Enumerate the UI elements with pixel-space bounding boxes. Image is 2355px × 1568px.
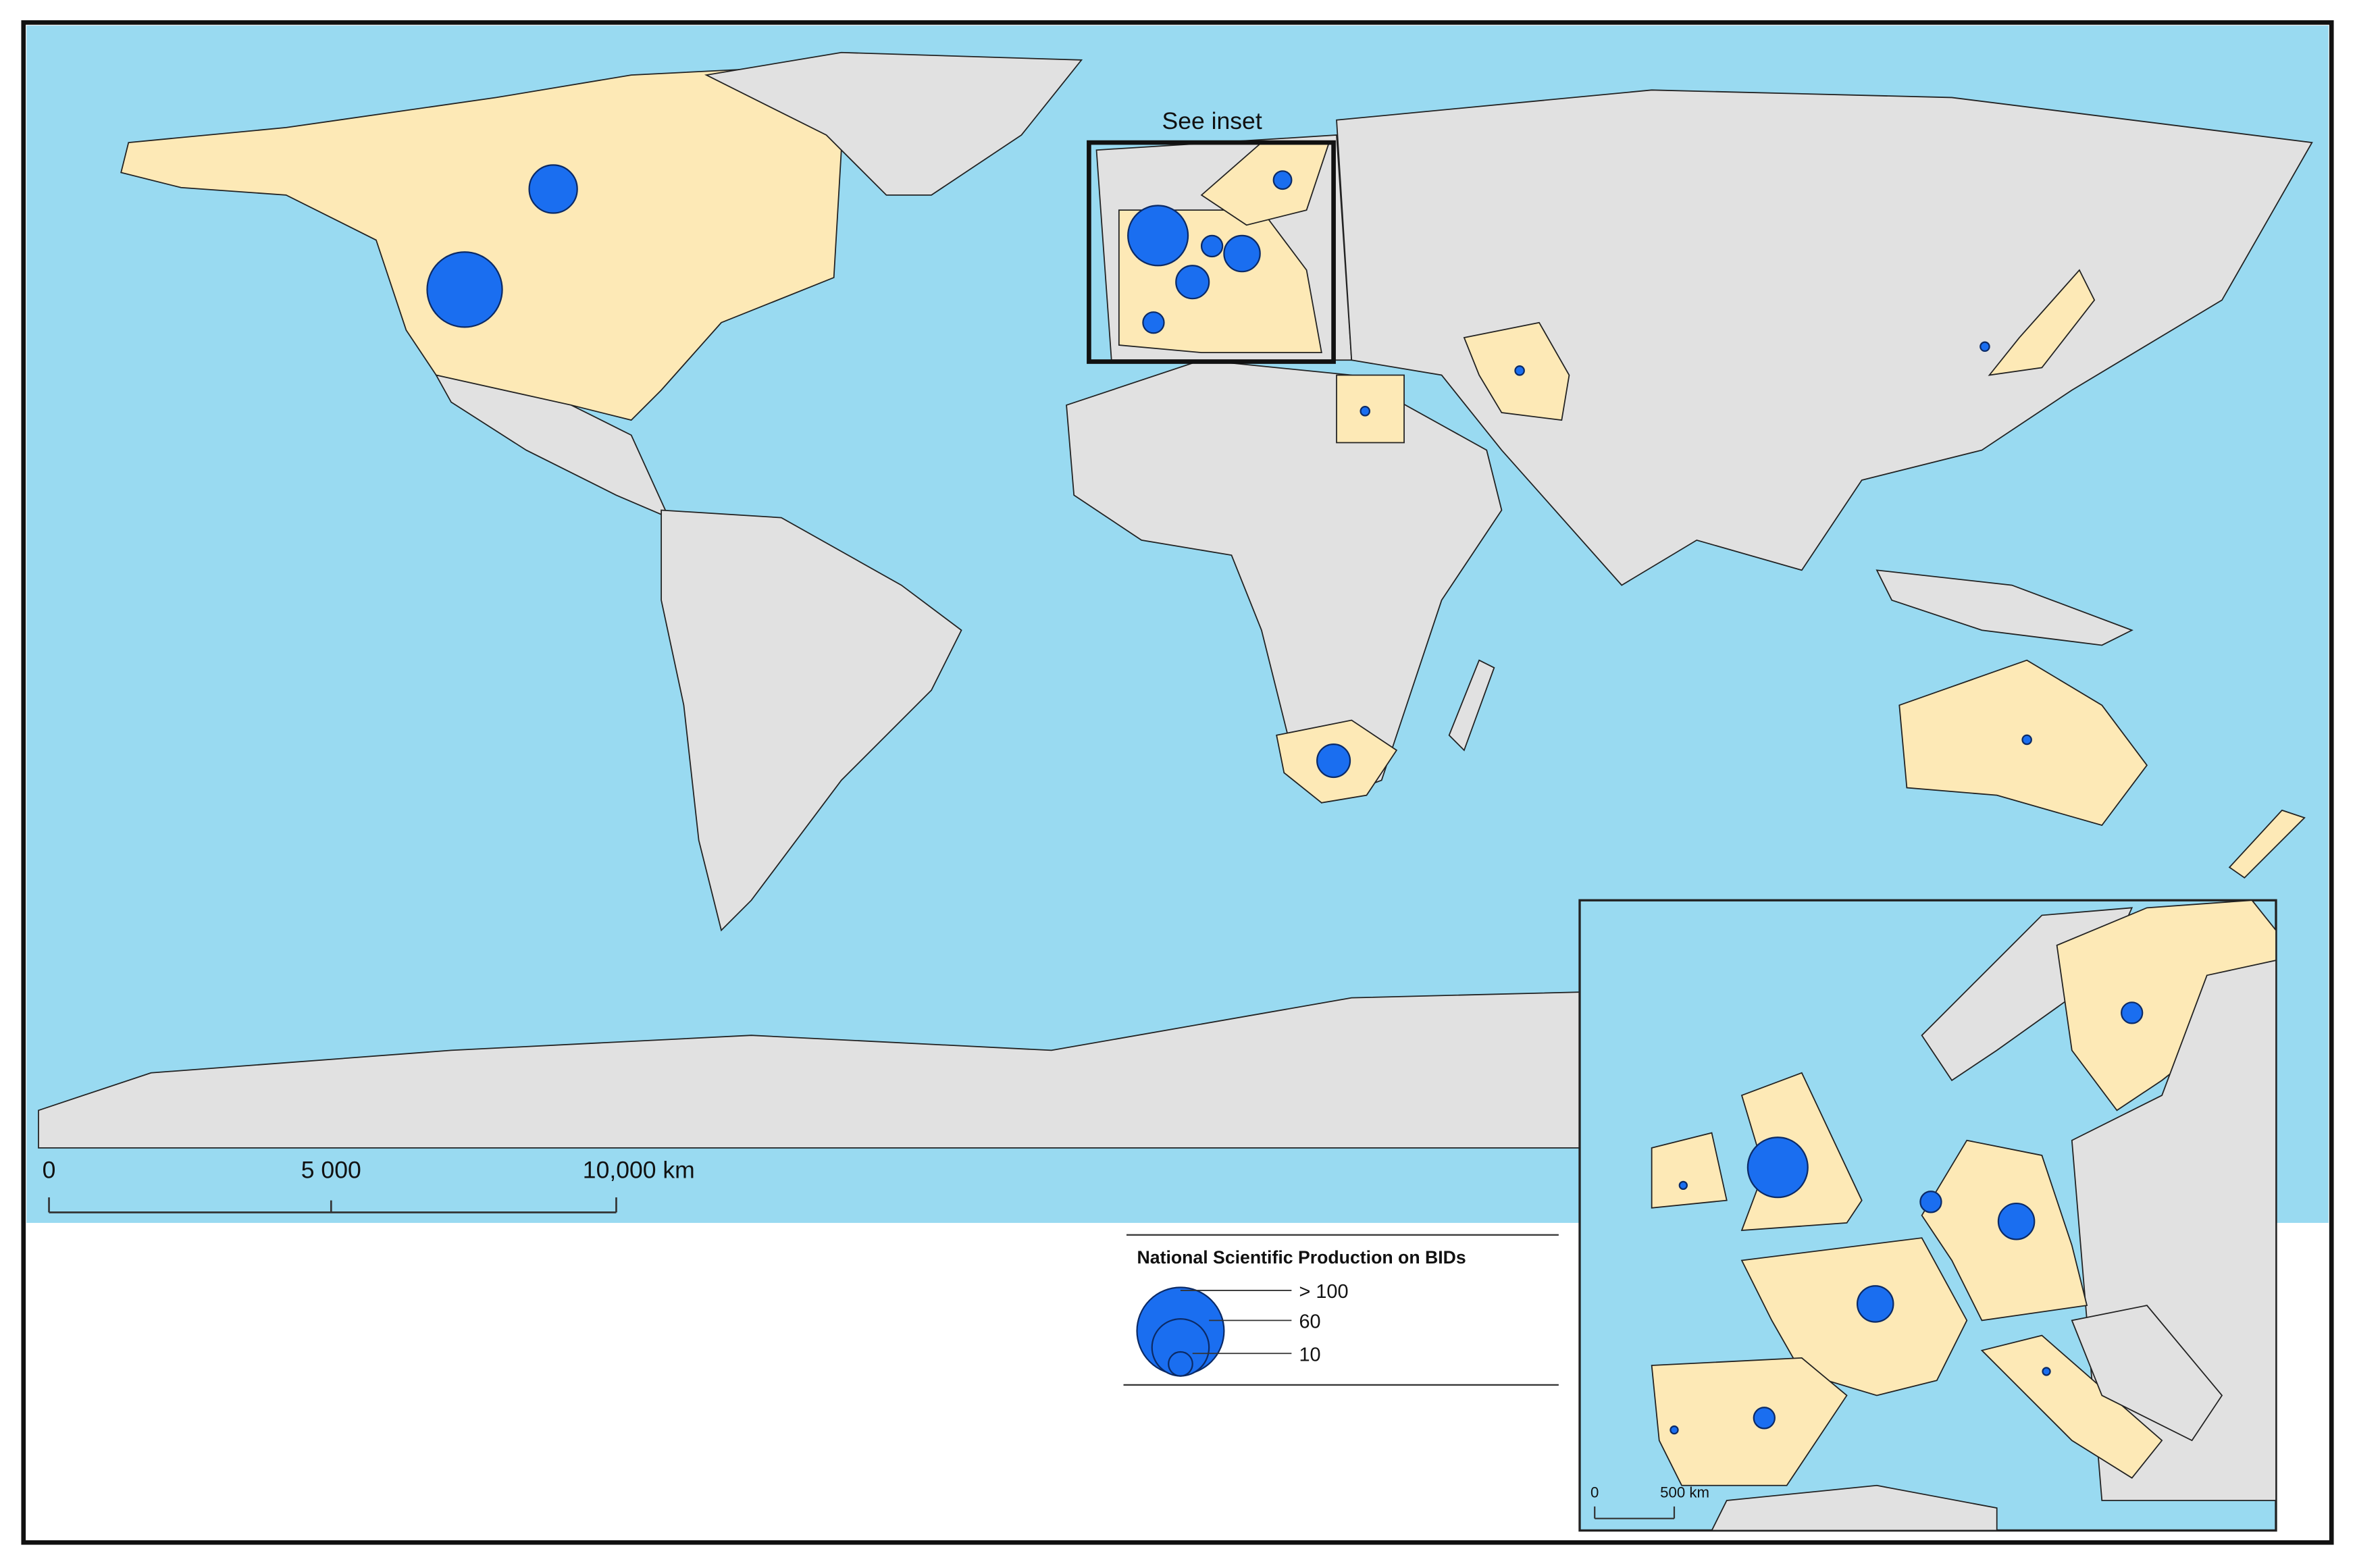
map-frame [21,20,2334,1545]
bubble-iran [1514,365,1525,376]
scandinavia [1200,142,1330,226]
bubble-sweden [1272,170,1293,190]
inset-label: See inset [1162,107,1262,134]
bubble-canada [528,164,578,214]
egypt [1336,374,1405,444]
greenland [704,51,1083,196]
legend-label: 60 [1299,1311,1320,1332]
eurasia [1336,89,2313,586]
scale-bar [48,1197,617,1213]
north-america [120,67,842,421]
bubble-south-africa [1316,743,1351,779]
inset-scale-label: 0 [1590,1484,1599,1501]
southeast-asia-islands [1875,569,2133,646]
south-america [661,509,962,932]
bubble-spain [1142,311,1165,334]
bubble-australia [2021,734,2032,746]
scale-label: 5 000 [301,1156,361,1183]
legend-leaders [1180,1290,1292,1355]
legend-label: 10 [1299,1344,1320,1365]
legend-circle [1168,1351,1193,1377]
inset-map [1578,899,2277,1532]
scale-label: 0 [43,1156,56,1183]
inset-frame [1087,140,1336,364]
bubble-egypt [1360,406,1371,417]
legend-title: National Scientific Production on BIDs [1137,1247,1466,1268]
madagascar [1448,659,1495,752]
inset-scale-label: 500 km [1660,1484,1709,1501]
scale-label: 10,000 km [583,1156,695,1183]
bubble-germany [1223,234,1261,273]
bubble-japan [1979,341,1990,352]
new-zealand [2228,809,2306,879]
bubble-france [1175,265,1210,300]
bubble-netherlands [1200,234,1224,258]
legend-label: > 100 [1299,1281,1348,1303]
bubble-uk [1127,205,1189,267]
mexico-central-america [435,374,670,519]
japan [1988,269,2096,376]
bubble-usa [426,251,503,328]
